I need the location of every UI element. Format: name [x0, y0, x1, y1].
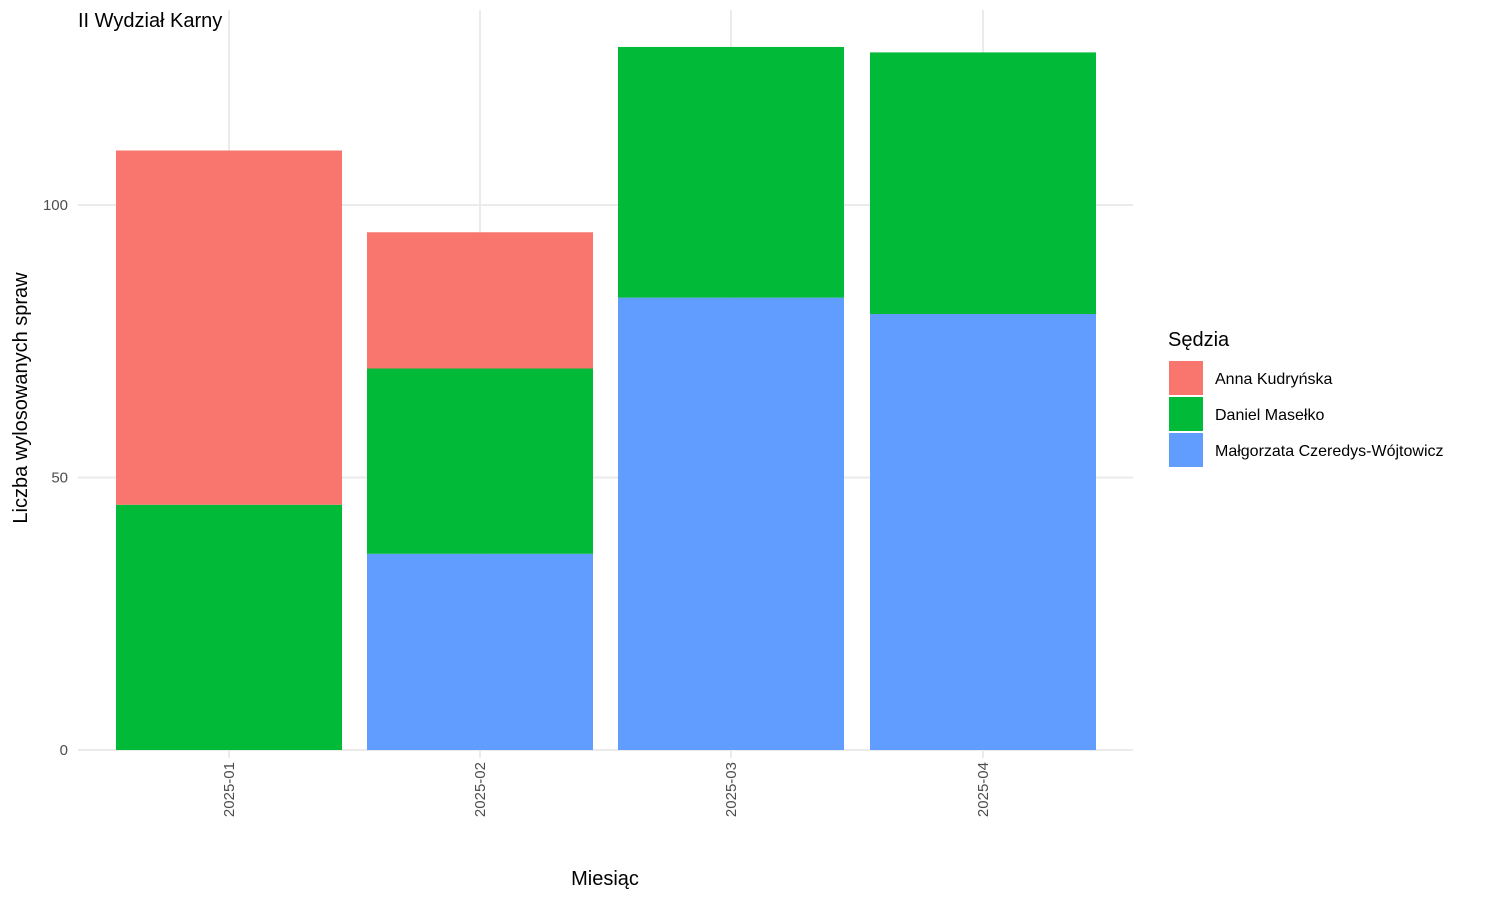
- legend-title: Sędzia: [1168, 329, 1230, 351]
- bar-segment: [367, 232, 593, 369]
- bar-segment: [618, 297, 844, 750]
- y-axis-title: Liczba wylosowanych spraw: [10, 272, 32, 524]
- chart-title: II Wydział Karny: [78, 10, 222, 32]
- bar-segment: [870, 52, 1096, 315]
- legend-label: Anna Kudryńska: [1215, 371, 1333, 388]
- bar-segment: [870, 314, 1096, 750]
- x-tick-label: 2025-01: [221, 762, 238, 817]
- legend-key: [1169, 433, 1203, 467]
- x-axis: 2025-01 2025-02 2025-03 2025-04: [221, 750, 992, 817]
- y-tick-label: 0: [60, 742, 68, 759]
- x-tick-label: 2025-03: [723, 762, 740, 817]
- legend-label: Daniel Masełko: [1215, 407, 1324, 424]
- legend-label: Małgorzata Czeredys-Wójtowicz: [1215, 443, 1444, 460]
- x-tick-label: 2025-04: [975, 762, 992, 817]
- bar-segment: [367, 368, 593, 554]
- x-tick-label: 2025-02: [472, 762, 489, 817]
- legend-key: [1169, 397, 1203, 431]
- bar-segment: [618, 46, 844, 298]
- bar-segment: [116, 150, 342, 505]
- y-tick-label: 100: [43, 197, 68, 214]
- bar-segment: [367, 553, 593, 750]
- y-tick-label: 50: [51, 470, 68, 487]
- bars: [116, 46, 1096, 750]
- y-axis: 0 50 100: [43, 197, 68, 759]
- bar-segment: [116, 504, 342, 750]
- legend: Sędzia Anna Kudryńska Daniel Masełko Małgo…: [1168, 329, 1444, 467]
- legend-key: [1169, 361, 1203, 395]
- x-axis-title: Miesiąc: [571, 868, 639, 890]
